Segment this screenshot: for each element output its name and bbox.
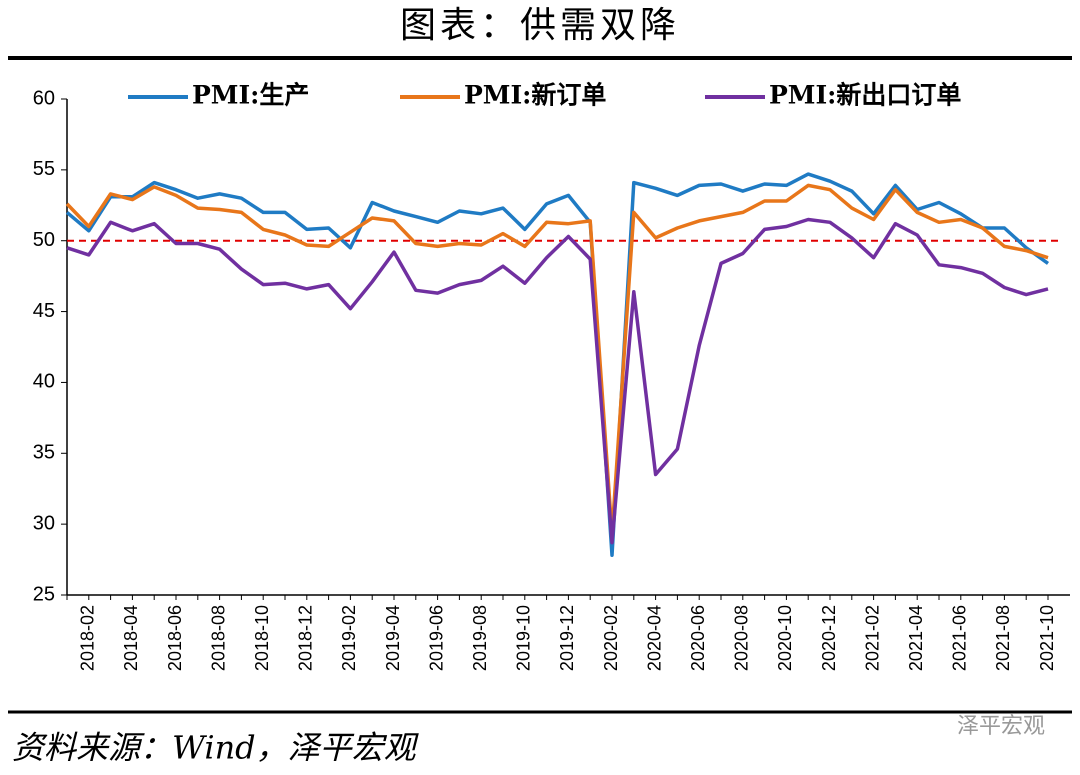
x-tick-label: 2021-04 [906, 605, 926, 671]
y-tick-label: 45 [33, 300, 55, 322]
x-tick-label: 2019-06 [426, 605, 446, 671]
x-tick-label: 2021-08 [993, 605, 1013, 671]
series-line [66, 217, 1049, 545]
x-tick-label: 2019-10 [514, 605, 534, 671]
y-tick-label: 30 [33, 512, 55, 534]
x-tick-label: 2020-12 [819, 605, 839, 671]
legend-label: PMI:新出口订单 [769, 81, 961, 110]
x-tick-label: 2020-04 [644, 605, 664, 671]
y-tick-label: 50 [33, 229, 55, 251]
x-tick-label: 2018-08 [208, 605, 228, 671]
x-tick-label: 2018-10 [252, 605, 272, 671]
x-tick-label: 2018-04 [121, 605, 141, 671]
x-tick-label: 2021-02 [862, 605, 882, 671]
chart-title: 图表：供需双降 [400, 5, 680, 46]
x-tick-label: 2018-06 [165, 605, 185, 671]
x-tick-label: 2021-10 [1037, 605, 1057, 671]
x-tick-label: 2020-06 [688, 605, 708, 671]
x-tick-label: 2021-06 [950, 605, 970, 671]
y-tick-label: 35 [33, 442, 55, 464]
x-tick-label: 2020-10 [775, 605, 795, 671]
y-tick-label: 25 [33, 583, 55, 605]
series-line [65, 172, 1050, 558]
x-tick-label: 2018-12 [296, 605, 316, 671]
x-tick-label: 2019-02 [339, 605, 359, 671]
legend-label: PMI:生产 [192, 81, 309, 110]
x-tick-label: 2020-08 [732, 605, 752, 671]
y-tick-label: 60 [33, 87, 55, 109]
source-note: 资料来源：Wind，泽平宏观 [12, 729, 420, 767]
x-tick-label: 2019-04 [383, 605, 403, 671]
y-tick-label: 55 [33, 158, 55, 180]
x-tick-label: 2019-12 [557, 605, 577, 671]
watermark: 泽平宏观 [957, 714, 1045, 739]
x-tick-label: 2019-08 [470, 605, 490, 671]
x-tick-label: 2020-02 [601, 605, 621, 671]
x-tick-label: 2018-02 [78, 605, 98, 671]
y-tick-label: 40 [33, 371, 55, 393]
legend-label: PMI:新订单 [464, 81, 606, 110]
series-line [65, 183, 1049, 536]
